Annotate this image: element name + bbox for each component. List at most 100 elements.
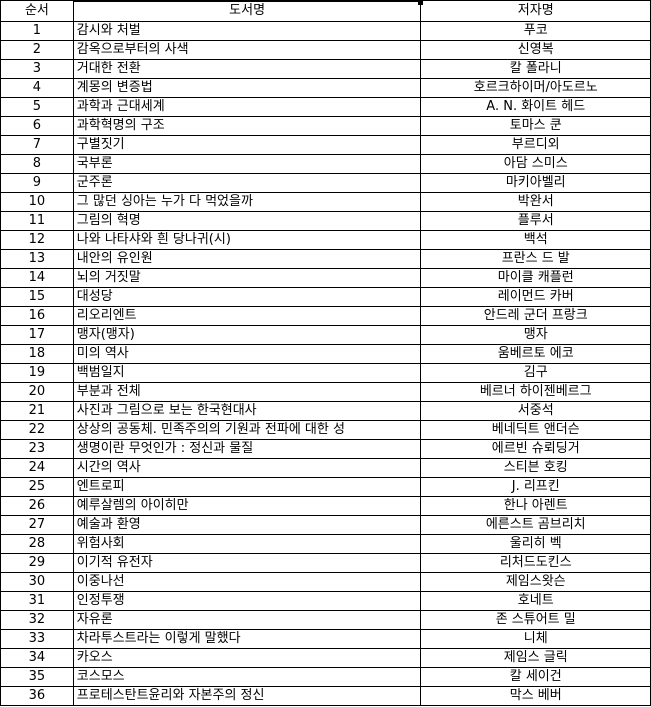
title-cell[interactable]: 이중나선: [72, 572, 422, 592]
number-cell[interactable]: 2: [0, 40, 74, 60]
number-cell[interactable]: 18: [0, 344, 74, 364]
title-cell[interactable]: 과학과 근대세계: [72, 97, 422, 117]
title-cell[interactable]: 거대한 전환: [72, 59, 422, 79]
author-cell[interactable]: 스티븐 호킹: [420, 458, 651, 478]
number-cell[interactable]: 31: [0, 591, 74, 611]
title-cell[interactable]: 위험사회: [72, 534, 422, 554]
author-cell[interactable]: 움베르토 에코: [420, 344, 651, 364]
number-cell[interactable]: 25: [0, 477, 74, 497]
number-cell[interactable]: 6: [0, 116, 74, 136]
title-cell[interactable]: 차라투스트라는 이렇게 말했다: [72, 629, 422, 649]
author-cell[interactable]: 막스 베버: [420, 686, 651, 706]
title-cell[interactable]: 감시와 처벌: [72, 21, 422, 41]
number-cell[interactable]: 4: [0, 78, 74, 98]
author-cell[interactable]: 제임스 글릭: [420, 648, 651, 668]
author-cell[interactable]: J. 리프킨: [420, 477, 651, 497]
title-cell[interactable]: 시간의 역사: [72, 458, 422, 478]
author-cell[interactable]: 울리히 벡: [420, 534, 651, 554]
title-cell[interactable]: 생명이란 무엇인가 : 정신과 물질: [72, 439, 422, 459]
author-cell[interactable]: 니체: [420, 629, 651, 649]
number-cell[interactable]: 14: [0, 268, 74, 288]
number-cell[interactable]: 27: [0, 515, 74, 535]
author-cell[interactable]: 푸코: [420, 21, 651, 41]
author-cell[interactable]: 맹자: [420, 325, 651, 345]
author-cell[interactable]: 제임스왓슨: [420, 572, 651, 592]
number-cell[interactable]: 1: [0, 21, 74, 41]
author-cell[interactable]: 부르디외: [420, 135, 651, 155]
title-cell[interactable]: 자유론: [72, 610, 422, 630]
number-cell[interactable]: 34: [0, 648, 74, 668]
author-cell[interactable]: 존 스튜어트 밀: [420, 610, 651, 630]
title-cell[interactable]: 대성당: [72, 287, 422, 307]
author-cell[interactable]: 프란스 드 발: [420, 249, 651, 269]
author-cell[interactable]: 리처드도킨스: [420, 553, 651, 573]
number-cell[interactable]: 8: [0, 154, 74, 174]
number-cell[interactable]: 20: [0, 382, 74, 402]
author-cell[interactable]: 안드레 군더 프랑크: [420, 306, 651, 326]
author-cell[interactable]: 아담 스미스: [420, 154, 651, 174]
number-cell[interactable]: 33: [0, 629, 74, 649]
author-cell[interactable]: 한나 아렌트: [420, 496, 651, 516]
title-cell[interactable]: 코스모스: [72, 667, 422, 687]
number-cell[interactable]: 12: [0, 230, 74, 250]
number-cell[interactable]: 7: [0, 135, 74, 155]
author-cell[interactable]: 칼 세이건: [420, 667, 651, 687]
number-cell[interactable]: 24: [0, 458, 74, 478]
author-cell[interactable]: 레이먼드 카버: [420, 287, 651, 307]
title-cell[interactable]: 그 많던 싱아는 누가 다 먹었을까: [72, 192, 422, 212]
author-cell[interactable]: 백석: [420, 230, 651, 250]
title-cell[interactable]: 리오리엔트: [72, 306, 422, 326]
title-cell[interactable]: 상상의 공동체. 민족주의의 기원과 전파에 대한 성: [72, 420, 422, 440]
number-cell[interactable]: 11: [0, 211, 74, 231]
title-cell[interactable]: 인정투쟁: [72, 591, 422, 611]
number-cell[interactable]: 26: [0, 496, 74, 516]
author-cell[interactable]: 김구: [420, 363, 651, 383]
title-cell[interactable]: 백범일지: [72, 363, 422, 383]
title-cell[interactable]: 뇌의 거짓말: [72, 268, 422, 288]
title-cell[interactable]: 구별짓기: [72, 135, 422, 155]
title-cell[interactable]: 군주론: [72, 173, 422, 193]
number-cell[interactable]: 22: [0, 420, 74, 440]
title-cell[interactable]: 국부론: [72, 154, 422, 174]
number-cell[interactable]: 13: [0, 249, 74, 269]
author-cell[interactable]: 호르크하이머/아도르노: [420, 78, 651, 98]
title-cell[interactable]: 내안의 유인원: [72, 249, 422, 269]
title-cell[interactable]: 엔트로피: [72, 477, 422, 497]
number-cell[interactable]: 35: [0, 667, 74, 687]
number-cell[interactable]: 21: [0, 401, 74, 421]
author-cell[interactable]: 박완서: [420, 192, 651, 212]
title-cell[interactable]: 나와 나타샤와 흰 당나귀(시): [72, 230, 422, 250]
author-cell[interactable]: 에른스트 곰브리치: [420, 515, 651, 535]
number-cell[interactable]: 32: [0, 610, 74, 630]
number-cell[interactable]: 3: [0, 59, 74, 79]
number-cell[interactable]: 30: [0, 572, 74, 592]
title-cell[interactable]: 예루살렘의 아이히만: [72, 496, 422, 516]
author-cell[interactable]: 칼 폴라니: [420, 59, 651, 79]
title-cell[interactable]: 부분과 전체: [72, 382, 422, 402]
number-cell[interactable]: 15: [0, 287, 74, 307]
author-cell[interactable]: 호네트: [420, 591, 651, 611]
title-cell[interactable]: 이기적 유전자: [72, 553, 422, 573]
author-cell[interactable]: 신영복: [420, 40, 651, 60]
title-cell[interactable]: 그림의 혁명: [72, 211, 422, 231]
number-cell[interactable]: 23: [0, 439, 74, 459]
number-cell[interactable]: 10: [0, 192, 74, 212]
author-cell[interactable]: 베르너 하이젠베르그: [420, 382, 651, 402]
author-cell[interactable]: 베네딕트 앤더슨: [420, 420, 651, 440]
number-cell[interactable]: 28: [0, 534, 74, 554]
header-cell-number[interactable]: 순서: [0, 0, 74, 22]
title-cell[interactable]: 계몽의 변증법: [72, 78, 422, 98]
author-cell[interactable]: A. N. 화이트 헤드: [420, 97, 651, 117]
number-cell[interactable]: 9: [0, 173, 74, 193]
author-cell[interactable]: 토마스 쿤: [420, 116, 651, 136]
title-cell[interactable]: 사진과 그림으로 보는 한국현대사: [72, 401, 422, 421]
author-cell[interactable]: 마이클 캐플런: [420, 268, 651, 288]
header-cell-title[interactable]: 도서명: [72, 0, 422, 22]
title-cell[interactable]: 맹자(맹자): [72, 325, 422, 345]
number-cell[interactable]: 16: [0, 306, 74, 326]
title-cell[interactable]: 프로테스탄트윤리와 자본주의 정신: [72, 686, 422, 706]
author-cell[interactable]: 마키아벨리: [420, 173, 651, 193]
number-cell[interactable]: 19: [0, 363, 74, 383]
header-cell-author[interactable]: 저자명: [420, 0, 651, 22]
author-cell[interactable]: 서중석: [420, 401, 651, 421]
